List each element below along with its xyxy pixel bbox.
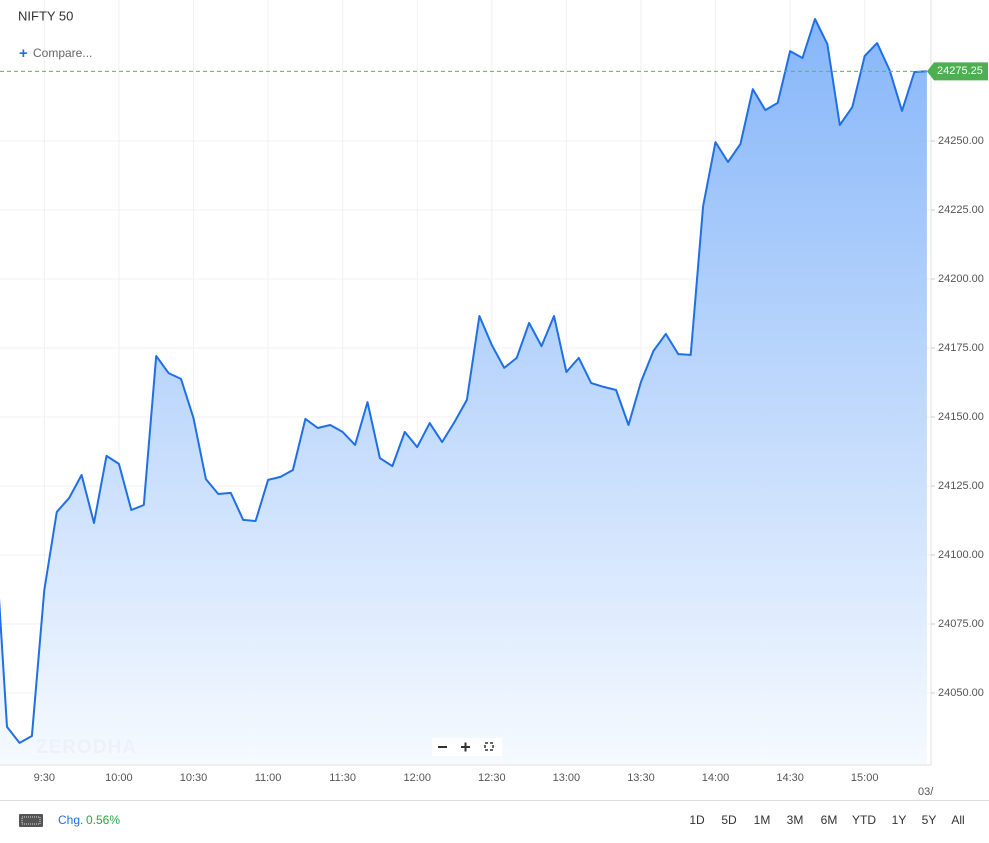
date-label: 03/ — [918, 786, 934, 798]
y-tick-label: 24250.00 — [938, 135, 984, 147]
price-line — [0, 18, 927, 744]
watermark: ZERODHA — [36, 737, 137, 758]
x-tick-label: 12:30 — [478, 772, 506, 784]
range-button[interactable]: All — [951, 813, 964, 827]
range-button[interactable]: 3M — [787, 813, 804, 827]
range-button[interactable]: 1M — [754, 813, 771, 827]
x-tick-label: 13:30 — [627, 772, 655, 784]
range-button[interactable]: 6M — [821, 813, 838, 827]
y-tick-label: 24125.00 — [938, 480, 984, 492]
y-tick-label: 24150.00 — [938, 411, 984, 423]
range-button[interactable]: 5Y — [922, 813, 937, 827]
change-value: 0.56% — [86, 813, 120, 827]
area-fill — [0, 19, 927, 765]
x-tick-label: 14:30 — [776, 772, 804, 784]
x-tick-label: 10:00 — [105, 772, 133, 784]
compare-button[interactable]: Compare... — [33, 46, 92, 60]
x-tick-label: 9:30 — [34, 772, 55, 784]
range-button[interactable]: YTD — [852, 813, 876, 827]
y-tick-label: 24075.00 — [938, 618, 984, 630]
last-price-label: 24275.25 — [937, 65, 983, 77]
y-tick-label: 24175.00 — [938, 342, 984, 354]
x-tick-label: 13:00 — [553, 772, 581, 784]
fullscreen[interactable] — [484, 742, 494, 751]
range-button[interactable]: 5D — [721, 813, 737, 827]
range-button[interactable]: 1Y — [892, 813, 907, 827]
last-price-box — [927, 62, 988, 81]
x-tick-label: 14:00 — [702, 772, 730, 784]
change-label: Chg. — [58, 813, 83, 827]
x-tick-label: 10:30 — [180, 772, 208, 784]
range-buttons: 1D 5D 1M 3M 6M YTD 1Y 5Y All — [689, 813, 964, 827]
y-tick-label: 24100.00 — [938, 549, 984, 561]
keys — [21, 816, 41, 825]
y-tick-label: 24200.00 — [938, 273, 984, 285]
x-tick-label: 12:00 — [403, 772, 431, 784]
y-tick-label: 24225.00 — [938, 204, 984, 216]
x-tick-label: 11:00 — [255, 772, 282, 784]
range-button[interactable]: 1D — [689, 813, 705, 827]
x-tick-label: 15:00 — [851, 772, 879, 784]
y-tick-label: 24050.00 — [938, 687, 984, 699]
keyboard-icon[interactable] — [19, 814, 43, 827]
chart-title: NIFTY 50 — [18, 8, 73, 23]
compare-icon[interactable]: + — [19, 45, 28, 62]
zoom-controls — [432, 738, 502, 756]
x-tick-label: 11:30 — [329, 772, 356, 784]
keyboard[interactable] — [19, 814, 43, 827]
plot — [0, 18, 927, 765]
